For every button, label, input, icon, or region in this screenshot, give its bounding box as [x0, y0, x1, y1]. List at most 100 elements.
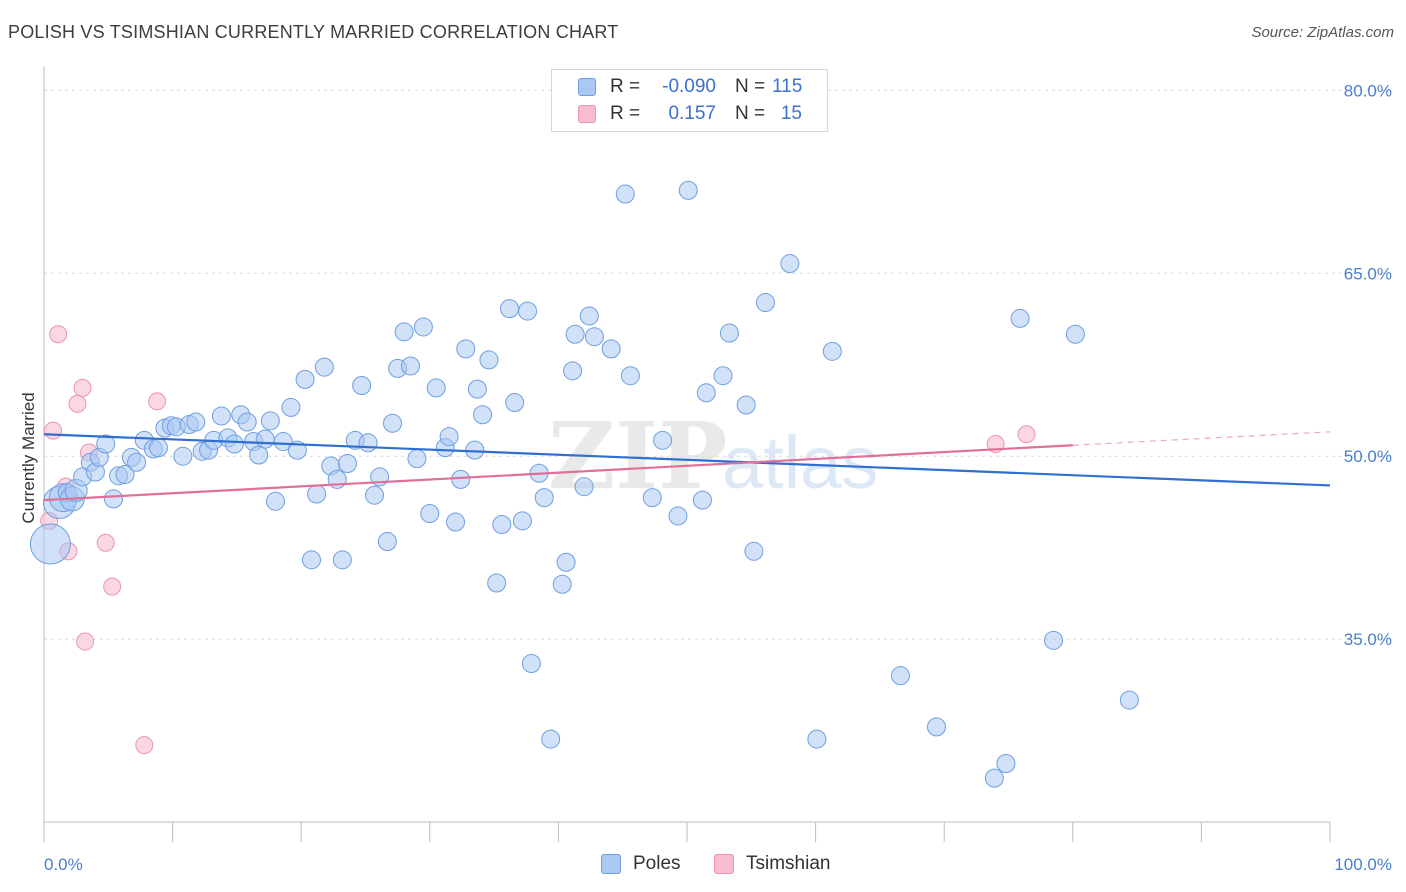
- poles-point: [653, 430, 673, 450]
- poles-point: [1119, 690, 1139, 710]
- tsimshian-point: [68, 394, 87, 413]
- y-tick-label: 80.0%: [1344, 81, 1392, 100]
- trend-lines: [43, 431, 1331, 502]
- tsimshian-point: [44, 421, 63, 440]
- n-label: N =: [735, 76, 766, 97]
- tsimshian-point: [73, 378, 92, 397]
- poles-point: [642, 488, 662, 508]
- x-tick-label: 0.0%: [44, 855, 83, 874]
- tsimshian-point: [103, 577, 122, 596]
- stats-legend: R = -0.090 N = 115 R = 0.157 N = 15: [551, 69, 828, 132]
- poles-point: [926, 717, 946, 737]
- poles-point: [407, 449, 427, 469]
- poles-point: [439, 427, 459, 447]
- poles-point: [314, 357, 334, 377]
- y-tick-label: 35.0%: [1344, 630, 1392, 649]
- tsimshian-point: [148, 392, 167, 411]
- poles-swatch: [601, 854, 621, 874]
- gridlines: [44, 89, 1392, 640]
- poles-point: [492, 514, 512, 534]
- poles-point: [479, 350, 499, 370]
- poles-swatch: [578, 78, 596, 96]
- poles-point: [615, 184, 635, 204]
- poles-point: [1065, 324, 1085, 344]
- poles-point: [401, 356, 421, 376]
- poles-point: [563, 361, 583, 381]
- poles-point: [890, 666, 910, 686]
- tsimshian-point: [135, 736, 154, 755]
- poles-point: [148, 438, 168, 458]
- legend-label: Tsimshian: [746, 853, 831, 874]
- poles-point: [365, 485, 385, 505]
- tsimshian-trend-extension: [1072, 431, 1331, 446]
- tsimshian-point: [49, 325, 68, 344]
- y-tick-label: 65.0%: [1344, 264, 1392, 283]
- poles-point: [173, 446, 193, 466]
- tsimshian-swatch: [578, 105, 596, 123]
- poles-point: [249, 445, 269, 465]
- tsimshian-swatch: [714, 854, 734, 874]
- poles-point: [574, 477, 594, 497]
- tsimshian-trend-line: [43, 444, 1073, 502]
- poles-point: [394, 322, 414, 342]
- poles-point: [500, 299, 520, 319]
- poles-point: [512, 511, 532, 531]
- poles-point: [696, 383, 716, 403]
- poles-point: [237, 412, 257, 432]
- r-value: 0.157: [668, 103, 716, 124]
- poles-point: [620, 366, 640, 386]
- poles-point: [295, 369, 315, 389]
- r-label: R =: [610, 103, 641, 124]
- poles-point: [565, 324, 585, 344]
- chart-title: POLISH VS TSIMSHIAN CURRENTLY MARRIED CO…: [8, 22, 619, 42]
- source-credit: Source: ZipAtlas.com: [1251, 24, 1394, 41]
- poles-point: [358, 433, 378, 453]
- poles-point: [487, 573, 507, 593]
- n-value: 15: [780, 103, 802, 124]
- poles-point: [541, 729, 561, 749]
- poles-point: [420, 504, 440, 524]
- poles-point: [260, 411, 280, 431]
- poles-point: [601, 339, 621, 359]
- x-tick-label: 100.0%: [1334, 855, 1392, 874]
- poles-point: [556, 552, 576, 572]
- poles-point: [552, 574, 572, 594]
- poles-point: [446, 512, 466, 532]
- poles-point: [692, 490, 712, 510]
- poles-point: [719, 323, 739, 343]
- poles-point: [467, 379, 487, 399]
- poles-point: [301, 550, 321, 570]
- poles-point: [521, 653, 541, 673]
- poles-point: [186, 412, 206, 432]
- legend-label: Poles: [633, 853, 681, 874]
- series-tsimshian-points: [40, 325, 1036, 755]
- poles-point: [584, 327, 604, 347]
- poles-point: [96, 434, 116, 454]
- poles-point: [426, 378, 446, 398]
- poles-point: [996, 753, 1016, 773]
- tsimshian-point: [96, 533, 115, 552]
- poles-point: [224, 434, 244, 454]
- stats-row-poles: R = -0.090 N = 115: [552, 74, 827, 100]
- poles-point: [307, 484, 327, 504]
- poles-point: [127, 452, 147, 472]
- poles-point: [744, 541, 764, 561]
- y-tick-labels: 80.0% 65.0% 50.0% 35.0%: [1344, 81, 1392, 649]
- series-legend: Poles Tsimshian: [0, 852, 1406, 878]
- poles-point: [211, 406, 231, 426]
- poles-point: [456, 339, 476, 359]
- poles-point: [780, 254, 800, 274]
- poles-point: [115, 464, 135, 484]
- poles-point: [337, 454, 357, 474]
- poles-point: [383, 413, 403, 433]
- poles-point: [678, 180, 698, 200]
- r-label: R =: [610, 76, 641, 97]
- poles-point: [255, 429, 275, 449]
- poles-point: [352, 375, 372, 395]
- poles-point: [807, 729, 827, 749]
- poles-point: [736, 395, 756, 415]
- tsimshian-point: [76, 632, 95, 651]
- y-axis-label: Currently Married: [19, 392, 38, 523]
- poles-point: [281, 397, 301, 417]
